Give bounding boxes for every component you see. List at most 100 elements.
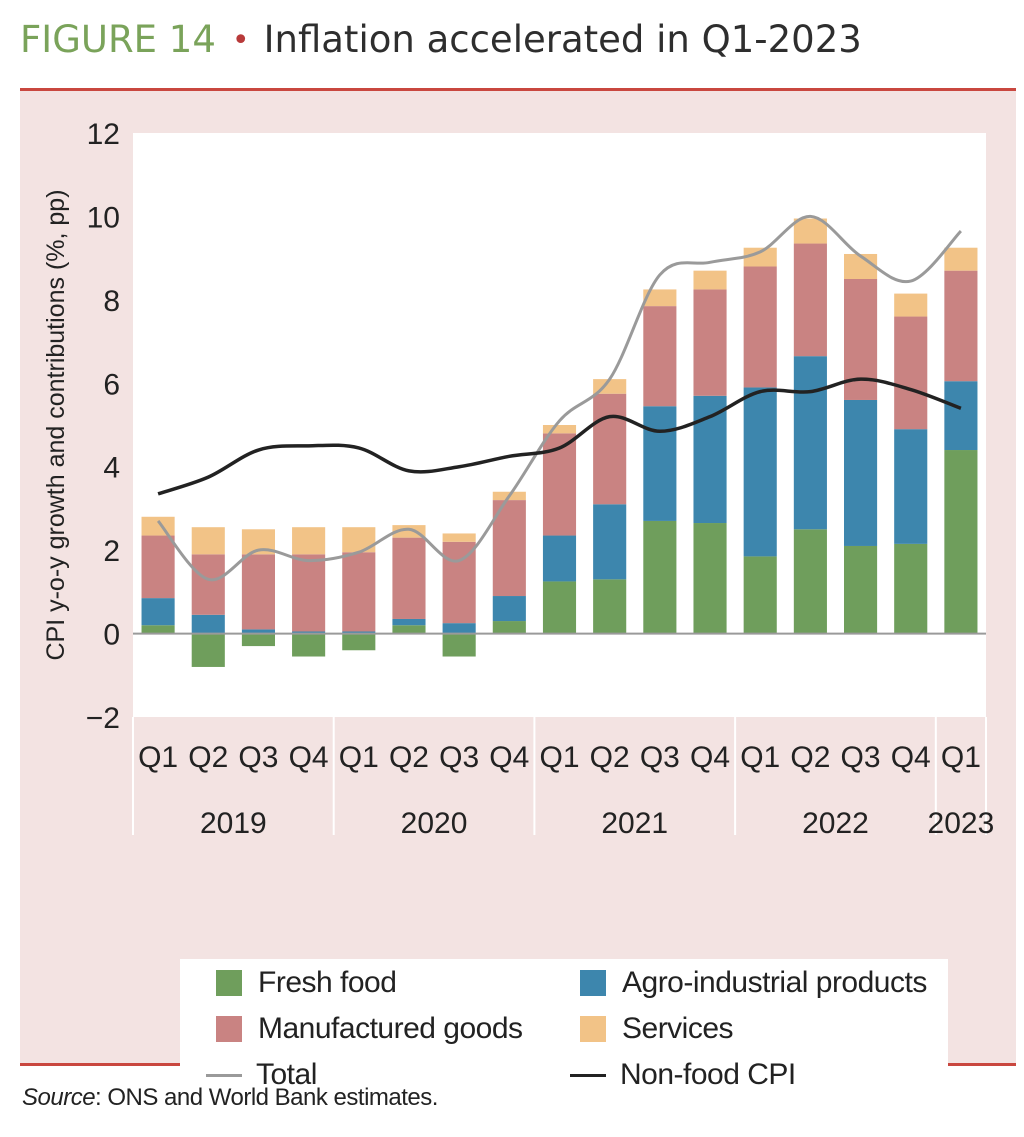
bar-fresh-food-8 — [542, 581, 577, 634]
bar-agro-13 — [793, 356, 827, 530]
bar-agro-12 — [743, 387, 777, 557]
x-axis-ticks: Q1 Q2 Q3 Q4 Q1 Q2 Q3 Q4 Q1 Q2 Q3 Q4 Q1 Q2 Q3 Q4 Q1 2019 20… — [132, 717, 995, 840]
bar-fresh-food-12 — [743, 556, 777, 634]
year-label: 2020 — [401, 807, 468, 840]
bar-manufactured-9 — [593, 393, 627, 505]
bar-fresh-food-14 — [844, 545, 878, 634]
legend-item-manufactured: Manufactured goods — [216, 1009, 523, 1049]
chart-svg: −2 0 2 4 6 8 10 12 Q1 Q2 Q3 Q4 Q1 Q2 Q3 Q4 Q1 Q2 Q3 Q4 Q1 Q2… — [42, 118, 995, 840]
total-line — [156, 214, 963, 582]
bar-fresh-food-4 — [342, 633, 376, 651]
bar-manufactured-1 — [191, 554, 225, 615]
lines-layer — [156, 214, 963, 582]
x-tick-label: Q2 — [590, 741, 630, 774]
bar-manufactured-5 — [392, 537, 426, 619]
bar-fresh-food-10 — [643, 520, 677, 634]
x-tick-label: Q1 — [539, 741, 579, 774]
bar-agro-0 — [141, 598, 175, 626]
x-tick-label: Q2 — [188, 741, 228, 774]
legend-label-total: Total — [256, 1058, 317, 1091]
legend-label-fresh-food: Fresh food — [258, 966, 397, 999]
legend-item-total: Total — [206, 1055, 317, 1095]
x-tick-label: Q2 — [389, 741, 429, 774]
year-label: 2023 — [928, 807, 995, 840]
bar-manufactured-10 — [643, 306, 677, 407]
bar-services-3 — [292, 527, 326, 555]
bar-manufactured-4 — [342, 552, 376, 632]
bar-manufactured-2 — [241, 554, 275, 630]
legend-swatch-fresh-food — [216, 970, 242, 996]
bar-agro-14 — [844, 399, 878, 546]
bar-services-1 — [191, 527, 225, 555]
bar-manufactured-13 — [793, 243, 827, 357]
bar-fresh-food-15 — [894, 543, 928, 634]
bar-services-5 — [392, 525, 426, 538]
bar-fresh-food-0 — [141, 625, 175, 634]
legend-item-nonfood: Non-food CPI — [570, 1055, 796, 1095]
title-separator-dot: • — [231, 23, 250, 58]
year-label: 2019 — [200, 807, 267, 840]
bar-agro-2 — [241, 629, 275, 634]
year-label: 2021 — [601, 807, 668, 840]
legend-item-fresh-food: Fresh food — [216, 963, 397, 1003]
bar-agro-5 — [392, 618, 426, 626]
x-tick-label: Q1 — [941, 741, 981, 774]
bar-services-13 — [793, 218, 827, 244]
x-tick-label: Q1 — [339, 741, 379, 774]
bar-agro-15 — [894, 429, 928, 544]
bar-services-6 — [442, 533, 476, 542]
x-tick-label: Q3 — [439, 741, 479, 774]
bar-fresh-food-16 — [944, 450, 978, 634]
bars-layer — [141, 218, 978, 667]
nonfood-cpi-line — [157, 377, 962, 496]
x-tick-label: Q2 — [790, 741, 830, 774]
y-tick-label: 12 — [87, 118, 120, 151]
bar-manufactured-3 — [292, 554, 326, 632]
bar-agro-6 — [442, 623, 476, 634]
legend-swatch-manufactured — [216, 1016, 242, 1042]
bar-agro-16 — [944, 381, 978, 451]
figure-panel: −2 0 2 4 6 8 10 12 Q1 Q2 Q3 Q4 Q1 Q2 Q3 Q4 Q1 Q2 Q3 Q4 Q1 Q2… — [20, 88, 1016, 1125]
bar-services-16 — [944, 247, 978, 271]
bar-manufactured-16 — [944, 270, 978, 382]
bar-fresh-food-2 — [241, 633, 275, 647]
bar-agro-10 — [643, 406, 677, 521]
y-tick-label: 6 — [103, 368, 120, 401]
legend-label-agro: Agro-industrial products — [622, 966, 927, 999]
year-label: 2022 — [802, 807, 869, 840]
y-axis-label: CPI y-o-y growth and contributions (%, p… — [42, 189, 70, 660]
bar-fresh-food-13 — [793, 529, 827, 634]
bar-services-10 — [643, 289, 677, 307]
legend-line-total — [206, 1073, 242, 1077]
bar-manufactured-0 — [141, 535, 175, 599]
bar-agro-7 — [492, 596, 526, 622]
x-tick-label: Q4 — [289, 741, 329, 774]
bar-agro-9 — [593, 504, 627, 580]
y-tick-label: 8 — [103, 285, 120, 318]
bar-agro-4 — [342, 631, 376, 634]
y-tick-label: −2 — [86, 702, 120, 735]
legend-label-manufactured: Manufactured goods — [258, 1012, 523, 1045]
bar-services-11 — [693, 270, 727, 290]
x-tick-label: Q4 — [690, 741, 730, 774]
x-tick-label: Q1 — [138, 741, 178, 774]
x-tick-label: Q4 — [489, 741, 529, 774]
bar-services-0 — [141, 516, 175, 536]
bar-services-14 — [844, 253, 878, 279]
y-tick-label: 0 — [103, 619, 120, 652]
x-tick-label: Q3 — [841, 741, 881, 774]
x-tick-label: Q4 — [891, 741, 931, 774]
source-text: : ONS and World Bank estimates. — [95, 1084, 438, 1111]
legend-swatch-agro — [580, 970, 606, 996]
bar-fresh-food-1 — [191, 633, 225, 667]
legend-swatch-services — [580, 1016, 606, 1042]
legend-label-services: Services — [622, 1012, 734, 1045]
bar-fresh-food-7 — [492, 621, 526, 634]
figure-title: FIGURE 14 • Inflation accelerated in Q1-20… — [20, 12, 862, 68]
bar-services-8 — [542, 425, 577, 434]
y-tick-label: 10 — [87, 201, 120, 234]
bar-fresh-food-9 — [593, 579, 627, 634]
source-label: Source — [22, 1084, 96, 1111]
bar-agro-1 — [191, 614, 225, 634]
bar-services-12 — [743, 247, 777, 267]
